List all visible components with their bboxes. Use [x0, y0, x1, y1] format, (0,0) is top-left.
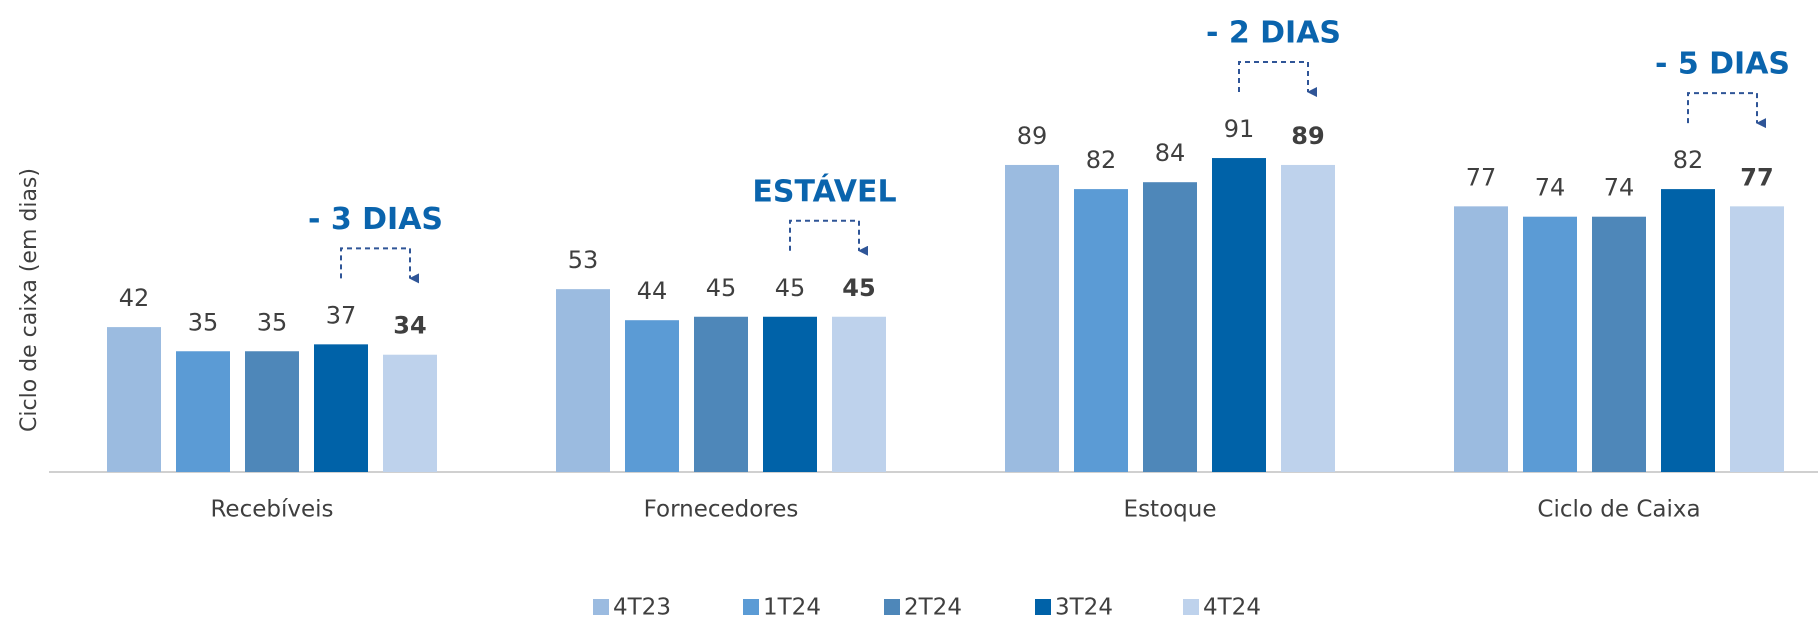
value-label: 35 [257, 308, 288, 336]
bar [1281, 164, 1335, 472]
bar [1592, 216, 1646, 472]
value-label: 45 [706, 274, 737, 302]
bar [245, 351, 299, 472]
value-label: 74 [1535, 174, 1566, 202]
bar [1523, 216, 1577, 472]
legend-label: 4T24 [1203, 595, 1261, 620]
value-label: 45 [775, 274, 806, 302]
bar [107, 327, 161, 472]
x-tick-label: Estoque [1124, 497, 1217, 523]
bar [314, 344, 368, 472]
value-label: 53 [568, 246, 599, 274]
legend-label: 2T24 [904, 595, 962, 620]
legend-swatch [743, 599, 759, 615]
legend-label: 1T24 [763, 595, 821, 620]
annotation-arrow [1687, 92, 1766, 129]
bar [625, 320, 679, 472]
bar [1005, 164, 1059, 472]
annotation: - 5 DIAS [1655, 47, 1790, 82]
bar [763, 316, 817, 472]
annotation-arrow [789, 219, 868, 256]
bar [1143, 182, 1197, 472]
y-axis-label: Ciclo de caixa (em dias) [17, 168, 42, 432]
bar [1454, 206, 1508, 472]
x-tick-label: Fornecedores [644, 497, 799, 523]
value-label: 77 [1466, 163, 1497, 191]
value-label: 91 [1224, 115, 1255, 143]
value-label: 74 [1604, 174, 1635, 202]
value-label: 82 [1673, 146, 1704, 174]
annotation-arrow [1238, 61, 1317, 98]
x-tick-label: Ciclo de Caixa [1537, 497, 1700, 523]
legend-label: 3T24 [1055, 595, 1113, 620]
bar [1661, 189, 1715, 472]
value-label: 34 [393, 312, 426, 340]
value-label: 37 [326, 301, 357, 329]
legend-swatch [593, 599, 609, 615]
legend-swatch [884, 599, 900, 615]
value-label: 45 [842, 274, 875, 302]
value-label: 84 [1155, 139, 1186, 167]
bar [1074, 189, 1128, 472]
value-label: 82 [1086, 146, 1117, 174]
bar [1212, 158, 1266, 473]
legend-swatch [1183, 599, 1199, 615]
bar [694, 316, 748, 472]
value-label: 35 [188, 308, 219, 336]
annotation: ESTÁVEL [752, 173, 896, 209]
annotation: - 2 DIAS [1206, 16, 1341, 51]
value-label: 89 [1291, 122, 1324, 150]
bar [556, 289, 610, 472]
value-label: 77 [1740, 163, 1773, 191]
bar [383, 354, 437, 472]
bar [176, 351, 230, 472]
value-label: 44 [637, 277, 668, 305]
legend-label: 4T23 [613, 595, 671, 620]
legend-swatch [1035, 599, 1051, 615]
value-label: 42 [119, 284, 150, 312]
bar [1730, 206, 1784, 472]
annotation: - 3 DIAS [308, 202, 443, 237]
value-label: 89 [1017, 122, 1048, 150]
bar [832, 316, 886, 472]
annotation-arrow [340, 247, 419, 284]
x-tick-label: Recebíveis [210, 497, 333, 523]
